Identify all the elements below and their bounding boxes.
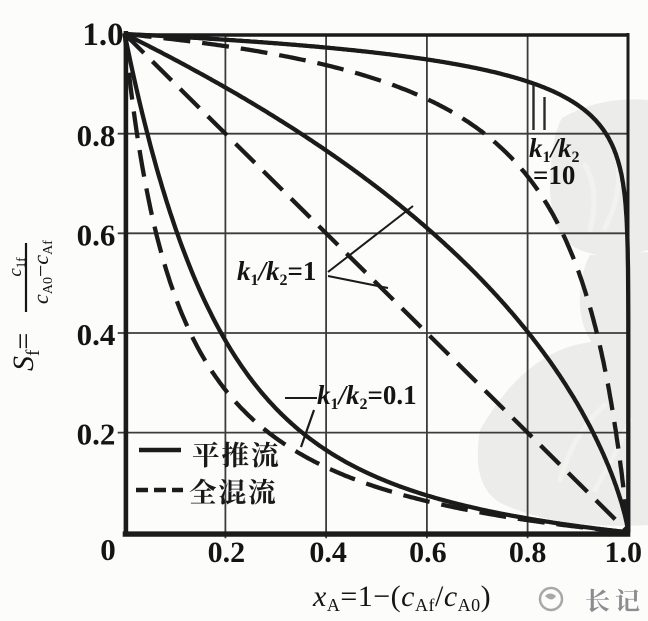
svg-text:1.0: 1.0 — [82, 17, 123, 53]
svg-text:0.4: 0.4 — [77, 317, 116, 352]
svg-text:k1/k2=1: k1/k2=1 — [237, 256, 316, 289]
svg-text:0.6: 0.6 — [409, 536, 447, 569]
svg-text:0.6: 0.6 — [77, 218, 116, 253]
svg-text:0.8: 0.8 — [509, 536, 547, 569]
svg-text:0.2: 0.2 — [77, 417, 116, 452]
svg-text:0.2: 0.2 — [208, 536, 246, 569]
svg-text:=10: =10 — [533, 160, 575, 190]
svg-text:0.8: 0.8 — [77, 118, 116, 153]
svg-text:0: 0 — [100, 532, 116, 567]
svg-text:1.0: 1.0 — [605, 536, 643, 569]
svg-text:0.4: 0.4 — [309, 536, 347, 569]
svg-text:k1/k2: k1/k2 — [529, 133, 580, 166]
